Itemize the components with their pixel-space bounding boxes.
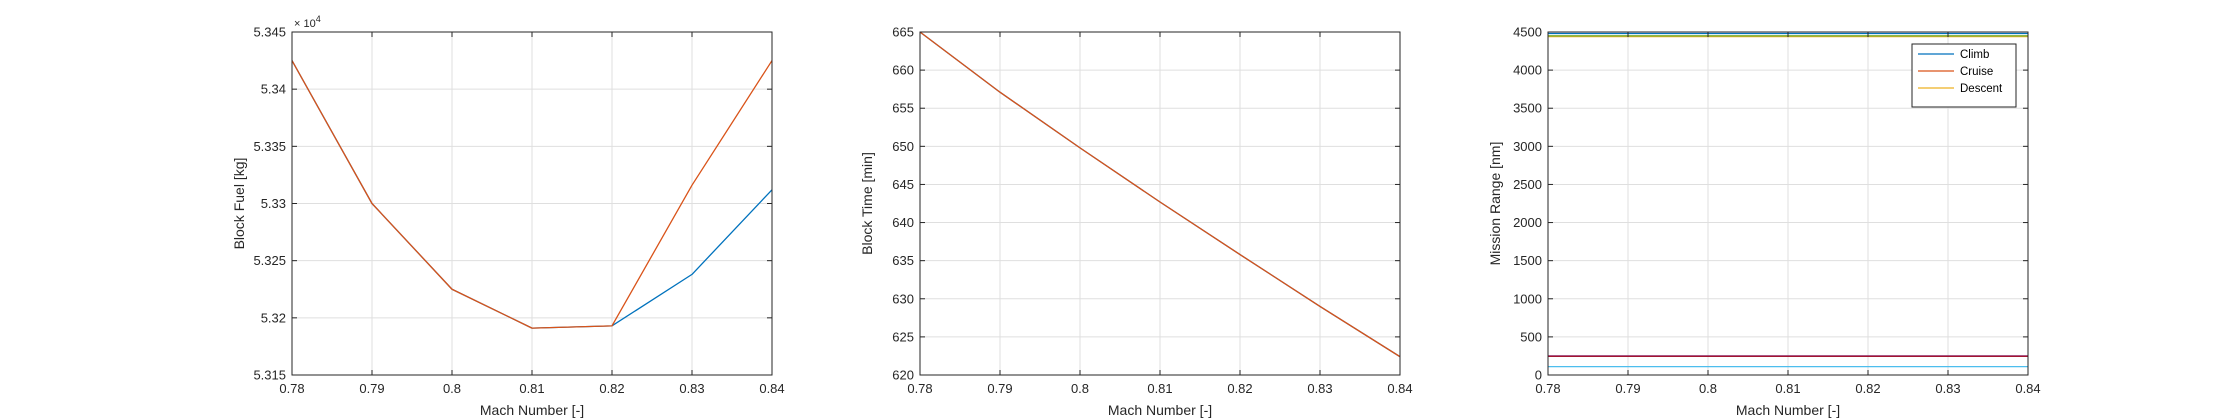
y-tick-label: 2000: [1513, 215, 1542, 230]
y-tick-label: 4500: [1513, 25, 1542, 40]
y-tick-label: 5.325: [253, 253, 286, 268]
chart-panel-1: 0.78 0.79 0.8 0.81 0.82 0.83 0.84 5.315 5.32 5.32…: [231, 14, 785, 418]
x-tick-label: 0.79: [987, 381, 1012, 396]
y-axis-label: Mission Range [nm]: [1487, 142, 1503, 266]
x-tick-label: 0.82: [1227, 381, 1252, 396]
y-tick-label: 645: [892, 177, 914, 192]
y-tick-label: 5.33: [261, 196, 286, 211]
x-tick-label: 0.82: [599, 381, 624, 396]
x-tick-label: 0.81: [1147, 381, 1172, 396]
y-tick-label: 3500: [1513, 101, 1542, 116]
y-exponent-label: × 104: [294, 14, 321, 30]
series-line-2: [291, 60, 773, 329]
y-tick-label: 635: [892, 253, 914, 268]
x-axis-label: Mach Number [-]: [480, 402, 584, 418]
y-tick-label: 2500: [1513, 177, 1542, 192]
y-axis-label: Block Time [min]: [859, 152, 875, 255]
x-tick-label: 0.78: [1535, 381, 1560, 396]
y-tick-label: 650: [892, 139, 914, 154]
y-tick-label: 500: [1520, 329, 1542, 344]
legend-label-3: Descent: [1960, 83, 2003, 95]
series-line-2: [919, 31, 1401, 358]
y-tick-label: 5.34: [261, 82, 286, 97]
chart-panel-2: 0.78 0.79 0.8 0.81 0.82 0.83 0.84 620 625 630 635 6…: [859, 25, 1413, 419]
legend-label-1: Climb: [1960, 49, 1989, 61]
x-tick-label: 0.8: [1071, 381, 1089, 396]
x-tick-label: 0.78: [279, 381, 304, 396]
x-tick-label: 0.8: [1699, 381, 1717, 396]
y-tick-label: 4000: [1513, 63, 1542, 78]
y-tick-label: 5.315: [253, 368, 286, 383]
x-tick-label: 0.84: [2015, 381, 2040, 396]
x-tick-label: 0.84: [759, 381, 784, 396]
x-axis-label: Mach Number [-]: [1736, 402, 1840, 418]
series-group: [919, 31, 1401, 358]
chart-panel-3: 0.78 0.79 0.8 0.81 0.82 0.83 0.84 0 500 1000 1500 2…: [1487, 25, 2041, 419]
x-axis-label: Mach Number [-]: [1108, 402, 1212, 418]
x-tick-label: 0.83: [1935, 381, 1960, 396]
y-tick-label: 665: [892, 25, 914, 40]
y-tick-label: 625: [892, 329, 914, 344]
y-tick-label: 1500: [1513, 253, 1542, 268]
x-tick-label: 0.8: [443, 381, 461, 396]
legend: Climb Cruise Descent: [1911, 43, 2017, 108]
y-tick-label: 5.32: [261, 310, 286, 325]
x-tick-label: 0.83: [679, 381, 704, 396]
series-group: [291, 60, 773, 329]
y-tick-label: 5.335: [253, 139, 286, 154]
y-tick-label: 1000: [1513, 291, 1542, 306]
x-tick-label: 0.82: [1855, 381, 1880, 396]
y-tick-label: 630: [892, 291, 914, 306]
ticks: [919, 31, 1401, 376]
x-tick-label: 0.81: [519, 381, 544, 396]
y-tick-label: 5.345: [253, 25, 286, 40]
x-tick-label: 0.81: [1775, 381, 1800, 396]
ticks: [1547, 31, 2029, 376]
x-tick-label: 0.78: [907, 381, 932, 396]
x-tick-label: 0.83: [1307, 381, 1332, 396]
y-tick-label: 640: [892, 215, 914, 230]
x-tick-label: 0.84: [1387, 381, 1412, 396]
y-tick-label: 620: [892, 368, 914, 383]
y-tick-label: 660: [892, 63, 914, 78]
y-tick-label: 0: [1535, 368, 1542, 383]
y-axis-label: Block Fuel [kg]: [231, 158, 247, 250]
ticks: [291, 31, 773, 376]
legend-label-2: Cruise: [1960, 66, 1993, 78]
x-tick-label: 0.79: [1615, 381, 1640, 396]
x-tick-label: 0.79: [359, 381, 384, 396]
y-tick-label: 3000: [1513, 139, 1542, 154]
y-tick-label: 655: [892, 101, 914, 116]
